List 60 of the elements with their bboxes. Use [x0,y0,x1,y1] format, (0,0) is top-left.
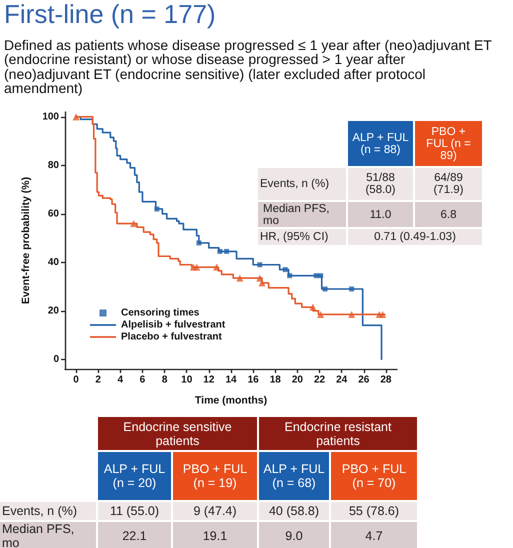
point [287,273,292,278]
chart-title: First-line (n = 177) [4,0,216,30]
point [379,310,386,318]
point [72,113,80,120]
x-tick-label: 4 [118,374,124,386]
y-tick-label: 80 [48,160,60,171]
point [322,286,328,292]
y-tick-label: 100 [42,111,60,122]
x-tick-label: 16 [248,374,260,386]
x-tick-label: 8 [162,374,168,386]
annotation: Median PFS, mo [263,202,330,226]
point [257,262,262,268]
point [282,267,288,272]
legend-label: Censoring times [121,308,200,318]
point [314,273,319,278]
y-tick-label: 20 [48,305,60,316]
x-tick-label: 12 [203,374,215,386]
point [236,274,244,282]
x-tick-label: 18 [270,374,282,386]
annotation: HR, (95% CI) [257,228,347,246]
text: 64/89 (71.9) [433,172,464,196]
annotation: Events, n (%) [257,167,347,201]
x-tick-label: 14 [225,374,237,386]
point [318,273,324,278]
x-tick-label: 6 [140,374,146,386]
annotation: 51/88 (58.0) [364,172,397,196]
point [256,274,264,282]
y-tick-label: 60 [48,208,60,220]
point [317,310,324,318]
x-tick-label: 0 [73,374,80,386]
point [349,286,354,292]
subgroup-table: Endocrine sensitive patients Endocrine resistant patients ALP + FUL (n = 20) PBO + FUL (n = 19) ALP + FUL (n = 68) PBO + FUL (n = 70) Events, n (%) 11 (55.0) 9 (47.4) 40 (58.8) 55 (78.6) Median PFS, mo 22.1 19.1 9.0 4.7 [0,415,419,548]
y-tick-label: 0 [53,354,60,365]
point [196,240,202,246]
x-tick-label: 20 [292,374,304,386]
point [130,220,138,228]
text: PBO + FUL (n = 89) [426,126,471,162]
annotation: 0.71 (0.49-1.03) [347,228,483,246]
point [217,248,222,254]
y-tick-label: 40 [48,256,60,268]
x-axis-title: Time (months) [194,394,268,406]
point [224,248,230,254]
x-tick-label: 26 [358,374,370,386]
annotation: ALP + FUL (n = 88) [352,132,410,156]
chart-subtitle: Defined as patients whose disease progressed ≤ 1 year after (neo)adjuvant ET (endocrine resistant) or whose disease progressed > 1 year after (neo)adjuvant ET (endocrine sensitive) (later excluded after protocol amendment) [4,37,493,96]
legend-label: Alpelisib + fulvestrant [121,320,226,330]
point [348,310,356,318]
legend-label: Placebo + fulvestrant [121,332,223,342]
point [193,264,200,271]
x-tick-label: 10 [181,374,193,386]
x-tick-label: 28 [380,374,392,386]
text: 6.8 [440,208,456,220]
point [213,264,220,271]
annotation: 11.0 [347,201,414,228]
point [154,206,160,212]
x-tick-label: 24 [336,374,348,386]
point [309,304,316,311]
x-tick-label: 2 [95,374,102,386]
y-axis-title: Event-free probability (%) [20,176,32,304]
x-tick-label: 22 [314,374,326,386]
